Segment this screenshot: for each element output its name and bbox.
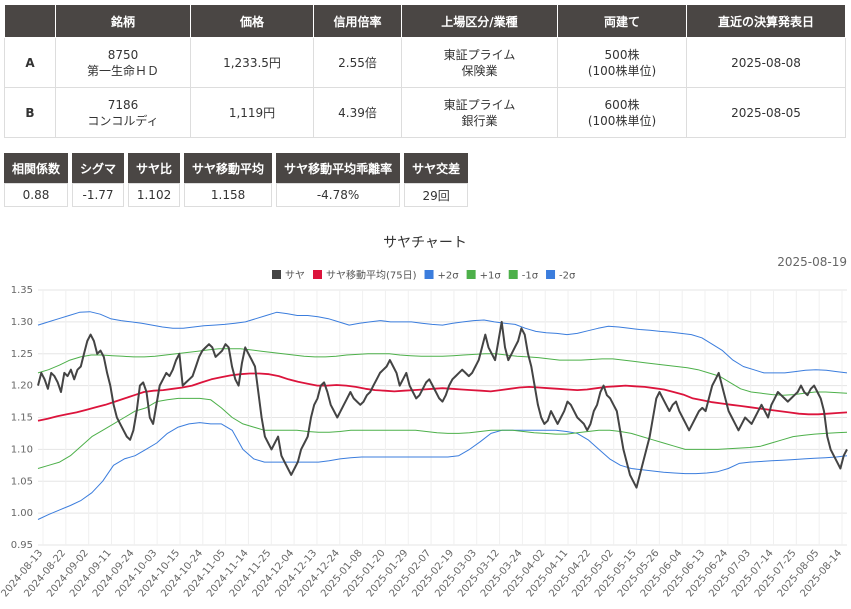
- series-line-4: [37, 397, 848, 469]
- legend-swatch: [313, 270, 322, 279]
- legend-label: サヤ: [285, 270, 305, 282]
- legend-swatch: [272, 270, 281, 279]
- series-line-5: [37, 422, 848, 520]
- header-market: 上場区分/業種: [401, 4, 558, 38]
- stats-header-ma: サヤ移動平均: [184, 153, 273, 183]
- stock-cell[interactable]: 7186 コンコルディ: [55, 87, 191, 138]
- unit-label: (100株単位): [587, 63, 657, 78]
- header-id: [4, 4, 56, 38]
- unit-label: (100株単位): [587, 113, 657, 128]
- chart-title: サヤチャート: [383, 235, 467, 251]
- stock-cell[interactable]: 8750 第一生命ＨＤ: [55, 37, 191, 88]
- table-row: B 7186 コンコルディ 1,119円 4.39倍 東証プライム 銀行業 600株…: [4, 87, 846, 138]
- both-cell: 500株 (100株単位): [557, 37, 687, 88]
- y-tick-label: 0.95: [11, 540, 33, 551]
- legend-item[interactable]: サヤ移動平均(75日): [313, 269, 417, 282]
- y-tick-label: 1.15: [11, 413, 33, 424]
- series-line-2: [37, 311, 848, 374]
- stats-value-ratio: 1.102: [128, 183, 181, 207]
- stock-code: 7186: [107, 97, 139, 112]
- chart-date-label: 2025-08-19: [777, 255, 847, 269]
- header-price: 価格: [190, 4, 314, 38]
- chart-grid: [38, 289, 847, 546]
- stats-table: 相関係数 シグマ サヤ比 サヤ移動平均 サヤ移動平均乖離率 サヤ交差 0.88 …: [0, 153, 472, 207]
- market-cell: 東証プライム 銀行業: [401, 87, 558, 138]
- header-margin-ratio: 信用倍率: [313, 4, 402, 38]
- legend-label: +2σ: [438, 271, 460, 282]
- row-id: B: [4, 87, 56, 138]
- stock-name[interactable]: 第一生命ＨＤ: [86, 63, 159, 78]
- row-id: A: [4, 37, 56, 88]
- legend-swatch: [546, 270, 556, 279]
- both-shares: 500株: [604, 47, 640, 62]
- stats-header: 相関係数 シグマ サヤ比 サヤ移動平均 サヤ移動平均乖離率 サヤ交差: [4, 153, 469, 183]
- pair-table: 銘柄 価格 信用倍率 上場区分/業種 両建て 直近の決算発表日 A 8750 第一…: [4, 4, 846, 138]
- stats-header-sigma: シグマ: [72, 153, 125, 183]
- y-tick-label: 1.30: [11, 317, 33, 328]
- industry-label: 保険業: [461, 63, 498, 78]
- date-cell: 2025-08-05: [686, 87, 846, 138]
- stats-header-ratio: サヤ比: [128, 153, 181, 183]
- legend-label: +1σ: [480, 271, 502, 282]
- x-axis: 2024-08-132024-08-222024-09-022024-09-11…: [0, 548, 844, 600]
- legend-item[interactable]: -1σ: [508, 270, 539, 282]
- legend-item[interactable]: +1σ: [466, 270, 502, 282]
- chart-legend[interactable]: サヤ サヤ移動平均(75日) +2σ +1σ -1σ -2σ: [272, 269, 576, 282]
- series-line-3: [37, 348, 848, 396]
- stats-value-ma: 1.158: [184, 183, 273, 207]
- legend-item[interactable]: -2σ: [546, 270, 576, 282]
- pair-table-header: 銘柄 価格 信用倍率 上場区分/業種 両建て 直近の決算発表日: [4, 4, 846, 38]
- series-line-1: [37, 372, 848, 422]
- legend-label: サヤ移動平均(75日): [326, 269, 417, 282]
- industry-label: 銀行業: [461, 113, 498, 128]
- stats-header-deviation: サヤ移動平均乖離率: [276, 153, 401, 183]
- y-tick-label: 1.05: [11, 476, 33, 487]
- legend-label: -2σ: [559, 271, 576, 282]
- market-label: 東証プライム: [443, 47, 516, 62]
- both-shares: 600株: [604, 97, 640, 112]
- legend-item[interactable]: +2σ: [424, 270, 460, 282]
- header-stock: 銘柄: [55, 4, 191, 38]
- both-cell: 600株 (100株単位): [557, 87, 687, 138]
- y-tick-label: 1.25: [11, 349, 33, 360]
- y-tick-label: 1.20: [11, 381, 33, 392]
- market-label: 東証プライム: [443, 97, 516, 112]
- market-cell: 東証プライム 保険業: [401, 37, 558, 88]
- y-tick-label: 1.00: [11, 508, 33, 519]
- legend-label: -1σ: [522, 271, 539, 282]
- stats-header-cross: サヤ交差: [404, 153, 469, 183]
- date-cell: 2025-08-08: [686, 37, 846, 88]
- y-tick-label: 1.35: [11, 285, 33, 296]
- legend-swatch: [424, 270, 434, 279]
- table-row: A 8750 第一生命ＨＤ 1,233.5円 2.55倍 東証プライム 保険業 50…: [4, 37, 846, 88]
- price-cell: 1,119円: [190, 87, 314, 138]
- header-earnings-date: 直近の決算発表日: [686, 4, 846, 38]
- stock-name[interactable]: コンコルディ: [87, 113, 159, 128]
- series-line-0: [37, 320, 848, 489]
- stats-header-correlation: 相関係数: [4, 153, 69, 183]
- stats-value-cross: 29回: [404, 183, 469, 207]
- stats-value-sigma: -1.77: [72, 183, 125, 207]
- stats-values: 0.88 -1.77 1.102 1.158 -4.78% 29回: [4, 183, 469, 207]
- ratio-cell: 4.39倍: [313, 87, 402, 138]
- y-tick-label: 1.10: [11, 444, 33, 455]
- price-cell: 1,233.5円: [190, 37, 314, 88]
- header-both: 両建て: [557, 4, 687, 38]
- stats-value-correlation: 0.88: [4, 183, 69, 207]
- ratio-cell: 2.55倍: [313, 37, 402, 88]
- legend-item[interactable]: サヤ: [272, 270, 305, 282]
- legend-swatch: [466, 270, 476, 279]
- stats-value-deviation: -4.78%: [276, 183, 401, 207]
- chart-series: [37, 311, 848, 520]
- spread-chart: サヤチャート 2025-08-19 サヤ サヤ移動平均(75日) +2σ +1σ -1σ…: [0, 235, 848, 600]
- stock-code: 8750: [107, 47, 139, 62]
- legend-swatch: [508, 270, 518, 279]
- y-axis: 0.95 1.00 1.05 1.10 1.15 1.20 1.25 1.30 1.35: [11, 285, 33, 551]
